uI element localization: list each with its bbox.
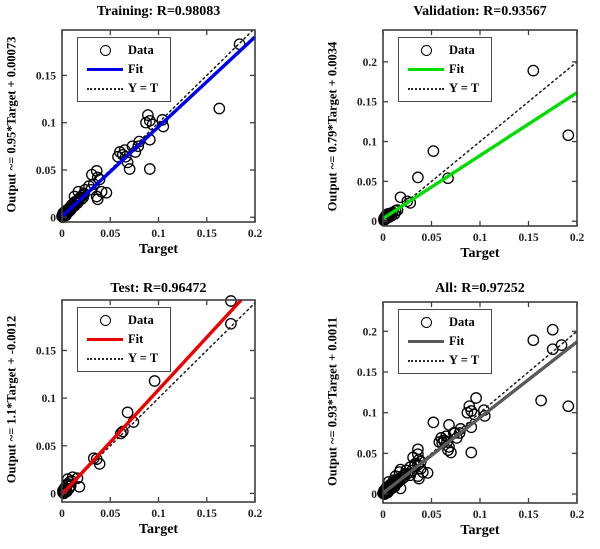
data-marker-icon [99, 45, 111, 56]
plot-title: Training: R=0.98083 [96, 4, 221, 19]
fit-line-icon [87, 337, 123, 342]
svg-text:0.2: 0.2 [248, 228, 263, 240]
legend-item-yt: Y = T [82, 80, 158, 97]
svg-text:0: 0 [59, 508, 65, 520]
svg-text:0.2: 0.2 [570, 509, 585, 521]
svg-text:0.1: 0.1 [473, 509, 488, 521]
legend-label: Y = T [449, 353, 480, 367]
legend-item-data: Data [403, 42, 479, 59]
svg-text:0.15: 0.15 [36, 346, 56, 358]
identity-line-icon [87, 357, 123, 360]
legend-item-data: Data [403, 314, 479, 331]
legend-item-fit: Fit [403, 333, 479, 350]
x-axis-label: Target [138, 522, 179, 537]
plot-title: All: R=0.97252 [435, 281, 525, 296]
legend-label: Y = T [128, 351, 159, 365]
legend-item-fit: Fit [82, 61, 158, 78]
svg-text:0: 0 [371, 216, 377, 228]
legend-item-data: Data [82, 312, 158, 329]
svg-text:0.2: 0.2 [363, 57, 378, 69]
svg-text:0.15: 0.15 [197, 508, 217, 520]
svg-text:0.05: 0.05 [36, 441, 56, 453]
fit-line-icon [408, 67, 444, 72]
svg-text:0.15: 0.15 [357, 97, 377, 109]
plot-title: Test: R=0.96472 [110, 281, 207, 296]
legend: Data Fit Y = T [398, 37, 493, 102]
svg-text:0.1: 0.1 [42, 118, 57, 130]
subplot-all: All: R=0.97252 Output ~= 0.93*Target + 0… [300, 274, 600, 549]
legend: Data Fit Y = T [77, 37, 172, 102]
legend-item-yt: Y = T [82, 350, 158, 367]
plot-canvas: 0 0.05 0.1 0.15 0.2 0 0.05 0.1 0.15 0.2 [357, 29, 585, 244]
legend-item-yt: Y = T [403, 80, 479, 97]
svg-text:0.05: 0.05 [421, 232, 441, 244]
legend-label: Fit [128, 332, 144, 346]
legend-item-fit: Fit [403, 61, 479, 78]
svg-text:0: 0 [59, 228, 65, 240]
svg-text:0: 0 [371, 489, 377, 501]
plot-canvas: 0 0.05 0.1 0.15 0.2 0 0.05 0.1 0.15 [36, 29, 263, 240]
legend-item-yt: Y = T [403, 352, 479, 369]
subplot-training: Training: R=0.98083 Output ~= 0.95*Targe… [0, 0, 300, 275]
legend-label: Fit [449, 334, 465, 348]
subplot-test: Test: R=0.96472 Output ~= 1.1*Target + -… [0, 274, 300, 549]
svg-text:0.05: 0.05 [36, 165, 56, 177]
legend-label: Data [449, 315, 475, 329]
plot-canvas: 0 0.05 0.1 0.15 0.2 0 0.05 0.1 0.15 0.2 [357, 301, 585, 521]
subplot-validation: Validation: R=0.93567 Output ~= 0.79*Tar… [300, 0, 600, 275]
legend-label: Fit [128, 62, 144, 76]
svg-text:0.05: 0.05 [100, 508, 120, 520]
legend-label: Fit [449, 62, 465, 76]
svg-text:0: 0 [50, 488, 56, 500]
fit-line-icon [87, 67, 123, 72]
svg-text:0.15: 0.15 [518, 232, 538, 244]
legend-label: Data [128, 43, 154, 57]
legend-label: Y = T [128, 81, 159, 95]
svg-text:0.15: 0.15 [197, 228, 217, 240]
x-axis-label: Target [460, 246, 500, 261]
svg-text:0.15: 0.15 [36, 70, 56, 82]
data-marker-icon [420, 45, 432, 56]
identity-line-icon [408, 87, 444, 90]
svg-text:0: 0 [50, 212, 56, 224]
x-axis-label: Target [460, 523, 500, 538]
svg-text:0.1: 0.1 [473, 232, 488, 244]
svg-text:0.1: 0.1 [151, 228, 166, 240]
legend-label: Data [128, 313, 154, 327]
svg-text:0.05: 0.05 [100, 228, 120, 240]
svg-text:0.15: 0.15 [357, 367, 377, 379]
svg-text:0.15: 0.15 [518, 509, 538, 521]
svg-text:0.1: 0.1 [42, 393, 57, 405]
svg-text:0.1: 0.1 [151, 508, 166, 520]
svg-text:0.2: 0.2 [363, 326, 378, 338]
svg-text:0: 0 [380, 509, 386, 521]
data-marker-icon [420, 317, 432, 328]
svg-text:0.1: 0.1 [363, 137, 378, 149]
svg-text:0.05: 0.05 [357, 448, 377, 460]
svg-text:0.05: 0.05 [421, 509, 441, 521]
legend-item-data: Data [82, 42, 158, 59]
svg-text:0.05: 0.05 [357, 176, 377, 188]
svg-text:0.1: 0.1 [363, 408, 378, 420]
fit-line-icon [408, 339, 444, 344]
legend-label: Y = T [449, 81, 480, 95]
svg-text:0: 0 [380, 232, 386, 244]
data-marker-icon [99, 315, 111, 326]
svg-text:0.2: 0.2 [248, 508, 263, 520]
legend-label: Data [449, 43, 475, 57]
svg-text:0.2: 0.2 [570, 232, 585, 244]
legend-item-fit: Fit [82, 331, 158, 348]
legend: Data Fit Y = T [77, 307, 172, 372]
identity-line-icon [87, 87, 123, 90]
identity-line-icon [408, 359, 444, 362]
legend: Data Fit Y = T [398, 309, 493, 374]
plot-title: Validation: R=0.93567 [413, 4, 547, 19]
x-axis-label: Target [138, 242, 179, 257]
plot-canvas: 0 0.05 0.1 0.15 0.2 0 0.05 0.1 0.15 [36, 295, 263, 520]
